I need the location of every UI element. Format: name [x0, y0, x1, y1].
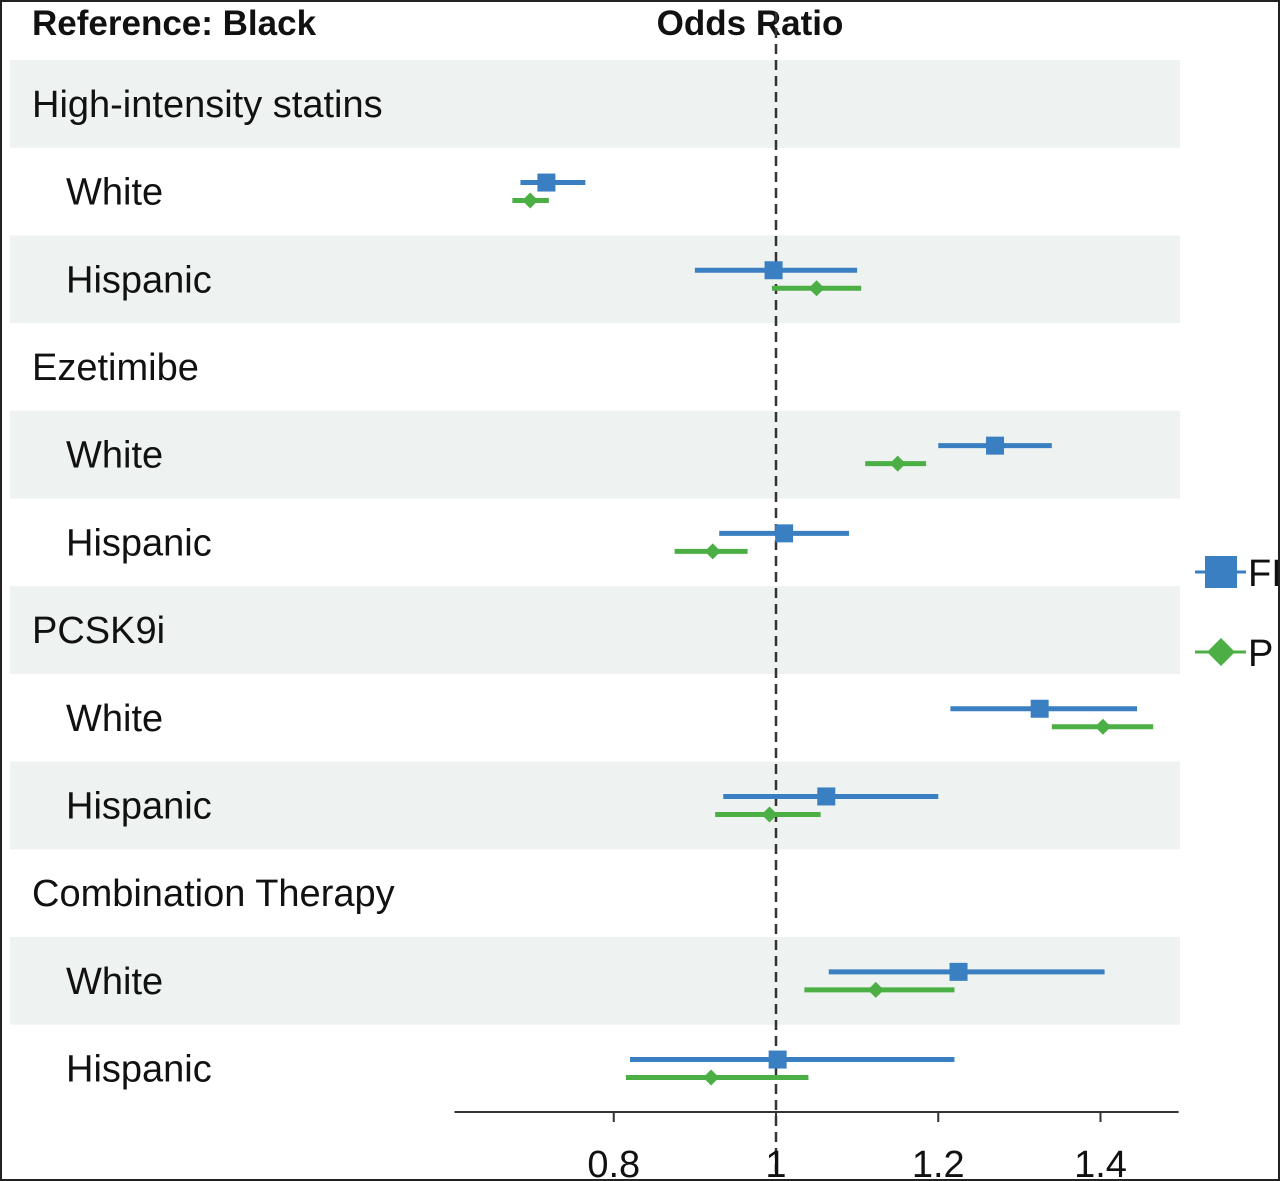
x-axis: 0.8 1 1.2 1.4 [454, 1111, 1179, 1181]
point-estimate-square [1030, 699, 1049, 718]
row-band [10, 60, 1180, 148]
point-estimate-diamond [522, 192, 539, 209]
row-label: White [66, 435, 163, 477]
x-tick-label: 0.8 [587, 1144, 640, 1181]
chart-title: Odds Ratio [657, 4, 844, 43]
point-estimate-square [775, 524, 794, 543]
legend-diamond [1207, 638, 1235, 666]
row-band [10, 761, 1180, 850]
row-band [10, 235, 1180, 324]
row-band [10, 937, 1180, 1025]
point-estimate-diamond [867, 981, 884, 998]
point-estimate-square [764, 261, 783, 280]
x-tick-label: 1.4 [1074, 1144, 1127, 1181]
point-estimate-diamond [704, 543, 721, 560]
group-label: Ezetimibe [32, 347, 199, 389]
row-bands [10, 60, 1180, 1025]
point-estimate-diamond [703, 1069, 720, 1086]
reference-label: Reference: Black [32, 4, 317, 43]
legend-label: P [1248, 633, 1273, 675]
point-estimate-square [537, 173, 556, 192]
group-label: High-intensity statins [32, 84, 383, 126]
point-estimate-square [986, 436, 1005, 455]
row-label: White [66, 961, 163, 1003]
x-tick-label: 1 [765, 1144, 786, 1181]
group-label: Combination Therapy [32, 873, 395, 915]
point-estimate-square [817, 787, 836, 806]
row-label: Hispanic [66, 1049, 212, 1091]
point-estimate-diamond [761, 806, 778, 823]
row-label: Hispanic [66, 259, 212, 301]
legend-square [1205, 556, 1237, 588]
x-tick-label: 1.2 [912, 1144, 965, 1181]
row-band [10, 586, 1180, 674]
estimate-marks [512, 173, 1154, 1086]
point-estimate-diamond [889, 455, 906, 472]
point-estimate-diamond [808, 280, 825, 297]
row-label: Hispanic [66, 785, 212, 827]
point-estimate-diamond [1094, 718, 1111, 735]
row-label: White [66, 172, 163, 214]
row-label: White [66, 698, 163, 740]
point-estimate-square [768, 1050, 787, 1069]
row-labels: High-intensity statins White Hispanic Ezeti… [32, 84, 395, 1091]
group-label: PCSK9i [32, 610, 165, 652]
row-band [10, 410, 1180, 499]
legend-label: FI [1248, 553, 1280, 595]
row-label: Hispanic [66, 522, 212, 564]
legend: FI P [1195, 553, 1280, 675]
point-estimate-square [949, 962, 968, 981]
